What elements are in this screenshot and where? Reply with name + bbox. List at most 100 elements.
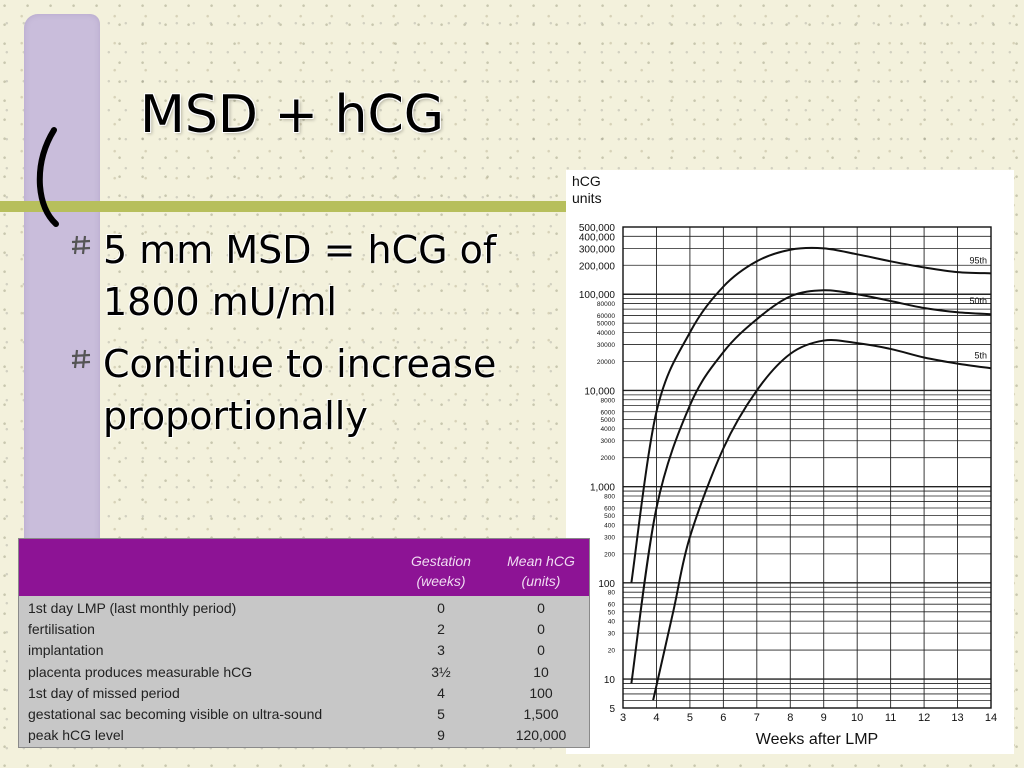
cell-event: placenta produces measurable hCG [28, 663, 253, 680]
y-tick-label: 5 [609, 704, 615, 715]
header-gestation-line1: Gestation [411, 553, 471, 569]
hash-bullet-icon [71, 349, 91, 369]
cell-gestation: 0 [437, 600, 445, 616]
y-tick-label: 40000 [597, 330, 615, 337]
series-line-95th [630, 246, 992, 583]
y-tick-label: 20000 [597, 359, 615, 366]
x-tick-label: 5 [687, 712, 693, 724]
y-tick-label: 10 [604, 675, 616, 686]
series-label: 95th [969, 255, 987, 265]
y-tick-label: 400 [604, 522, 615, 529]
x-tick-label: 10 [851, 712, 863, 724]
y-tick-label: 20 [608, 648, 616, 655]
table-header: Gestation (weeks) Mean hCG (units) [19, 539, 589, 596]
header-hcg-line1: Mean hCG [507, 553, 575, 569]
y-tick-label: 6000 [601, 409, 616, 416]
cell-hcg: 0 [537, 600, 545, 616]
y-tick-label: 2000 [601, 455, 616, 462]
y-tick-label: 100 [598, 579, 615, 590]
x-tick-label: 13 [951, 712, 963, 724]
y-tick-label: 500,000 [579, 223, 616, 234]
cell-gestation: 3½ [431, 663, 451, 680]
header-hcg-line2: (units) [521, 573, 561, 589]
y-tick-label: 80000 [597, 301, 615, 308]
y-tick-label: 80 [608, 590, 616, 597]
y-tick-label: 200 [604, 551, 615, 558]
header-mean-hcg: Mean hCG (units) [491, 551, 591, 591]
y-tick-label: 1,000 [590, 483, 615, 494]
y-tick-label: 600 [604, 505, 615, 512]
hcg-chart-panel: hCG units 500,000 400,000 300,000 200,000 100,… [566, 170, 1014, 754]
decorative-bracket [36, 127, 59, 227]
y-tick-label: 200,000 [579, 261, 616, 272]
slide-title: MSD + hCG [140, 85, 445, 145]
cell-hcg: 10 [533, 663, 549, 680]
series-label: 5th [974, 350, 987, 360]
bullet-item: Continue to increase proportionally [70, 338, 550, 442]
decorative-lavender-bar [24, 14, 100, 574]
cell-hcg: 120,000 [515, 727, 567, 744]
bullet-line: 5 mm MSD = hCG of [103, 228, 497, 272]
y-axis-title: hCG [572, 173, 601, 189]
cell-event: peak hCG level [28, 727, 124, 744]
y-tick-label: 60 [608, 602, 616, 609]
y-tick-label: 800 [604, 493, 615, 500]
y-tick-label: 500 [604, 513, 615, 520]
x-tick-label: 6 [720, 712, 726, 724]
bullet-list: 5 mm MSD = hCG of 1800 mU/ml Continue to… [70, 224, 550, 452]
y-axis-title: units [572, 190, 602, 206]
y-tick-label: 60000 [597, 313, 615, 320]
header-gestation: Gestation (weeks) [391, 551, 491, 591]
table-row: peak hCG level 9 120,000 [19, 725, 589, 746]
series-label: 50th [969, 296, 987, 306]
cell-hcg: 1,500 [523, 705, 559, 722]
y-tick-label: 50000 [597, 321, 615, 328]
y-tick-label: 5000 [601, 417, 616, 424]
x-axis-title: Weeks after LMP [756, 731, 878, 748]
series-line-50th [630, 289, 992, 684]
bullet-line: 1800 mU/ml [103, 280, 337, 324]
y-tick-label: 10,000 [584, 386, 615, 397]
y-tick-label: 4000 [601, 426, 616, 433]
hash-bullet-icon [71, 235, 91, 255]
x-tick-label: 14 [985, 712, 997, 724]
cell-event: implantation [28, 642, 104, 659]
y-tick-label: 40 [608, 619, 616, 626]
cell-hcg: 0 [537, 642, 545, 659]
x-tick-label: 3 [620, 712, 626, 724]
plot-frame [622, 226, 992, 709]
bullet-line: proportionally [103, 394, 368, 438]
table-body: 1st day LMP (last monthly period) 0 0 fe… [19, 596, 589, 746]
table-row: placenta produces measurable hCG 3½ 10 [19, 662, 589, 683]
cell-hcg: 100 [529, 684, 553, 701]
header-gestation-line2: (weeks) [416, 573, 466, 589]
cell-gestation: 3 [437, 642, 445, 659]
y-tick-label: 8000 [601, 397, 616, 404]
cell-event: gestational sac becoming visible on ultr… [28, 705, 323, 722]
y-tick-label: 30 [608, 631, 616, 638]
x-tick-label: 12 [918, 712, 930, 724]
hcg-table: Gestation (weeks) Mean hCG (units) 1st d… [18, 538, 590, 748]
cell-gestation: 4 [437, 684, 445, 701]
decorative-title-underline [0, 201, 600, 212]
table-row: gestational sac becoming visible on ultr… [19, 704, 589, 725]
x-tick-label: 4 [653, 712, 659, 724]
y-tick-label: 300,000 [579, 244, 616, 255]
y-tick-label: 30000 [597, 342, 615, 349]
cell-event: 1st day LMP (last monthly period) [28, 600, 237, 616]
cell-gestation: 2 [437, 621, 445, 638]
y-tick-label: 400,000 [579, 232, 616, 243]
cell-event: fertilisation [28, 621, 95, 638]
x-tick-label: 11 [885, 712, 896, 724]
cell-event: 1st day of missed period [28, 684, 180, 701]
y-tick-label: 50 [608, 609, 616, 616]
table-row: 1st day LMP (last monthly period) 0 0 [19, 598, 589, 619]
x-tick-label: 7 [754, 712, 760, 724]
y-tick-label: 100,000 [579, 290, 616, 301]
cell-gestation: 5 [437, 705, 445, 722]
table-row: implantation 3 0 [19, 640, 589, 661]
x-tick-label: 9 [821, 712, 827, 724]
bullet-line: Continue to increase [103, 342, 497, 386]
series-line-5th [652, 339, 992, 701]
